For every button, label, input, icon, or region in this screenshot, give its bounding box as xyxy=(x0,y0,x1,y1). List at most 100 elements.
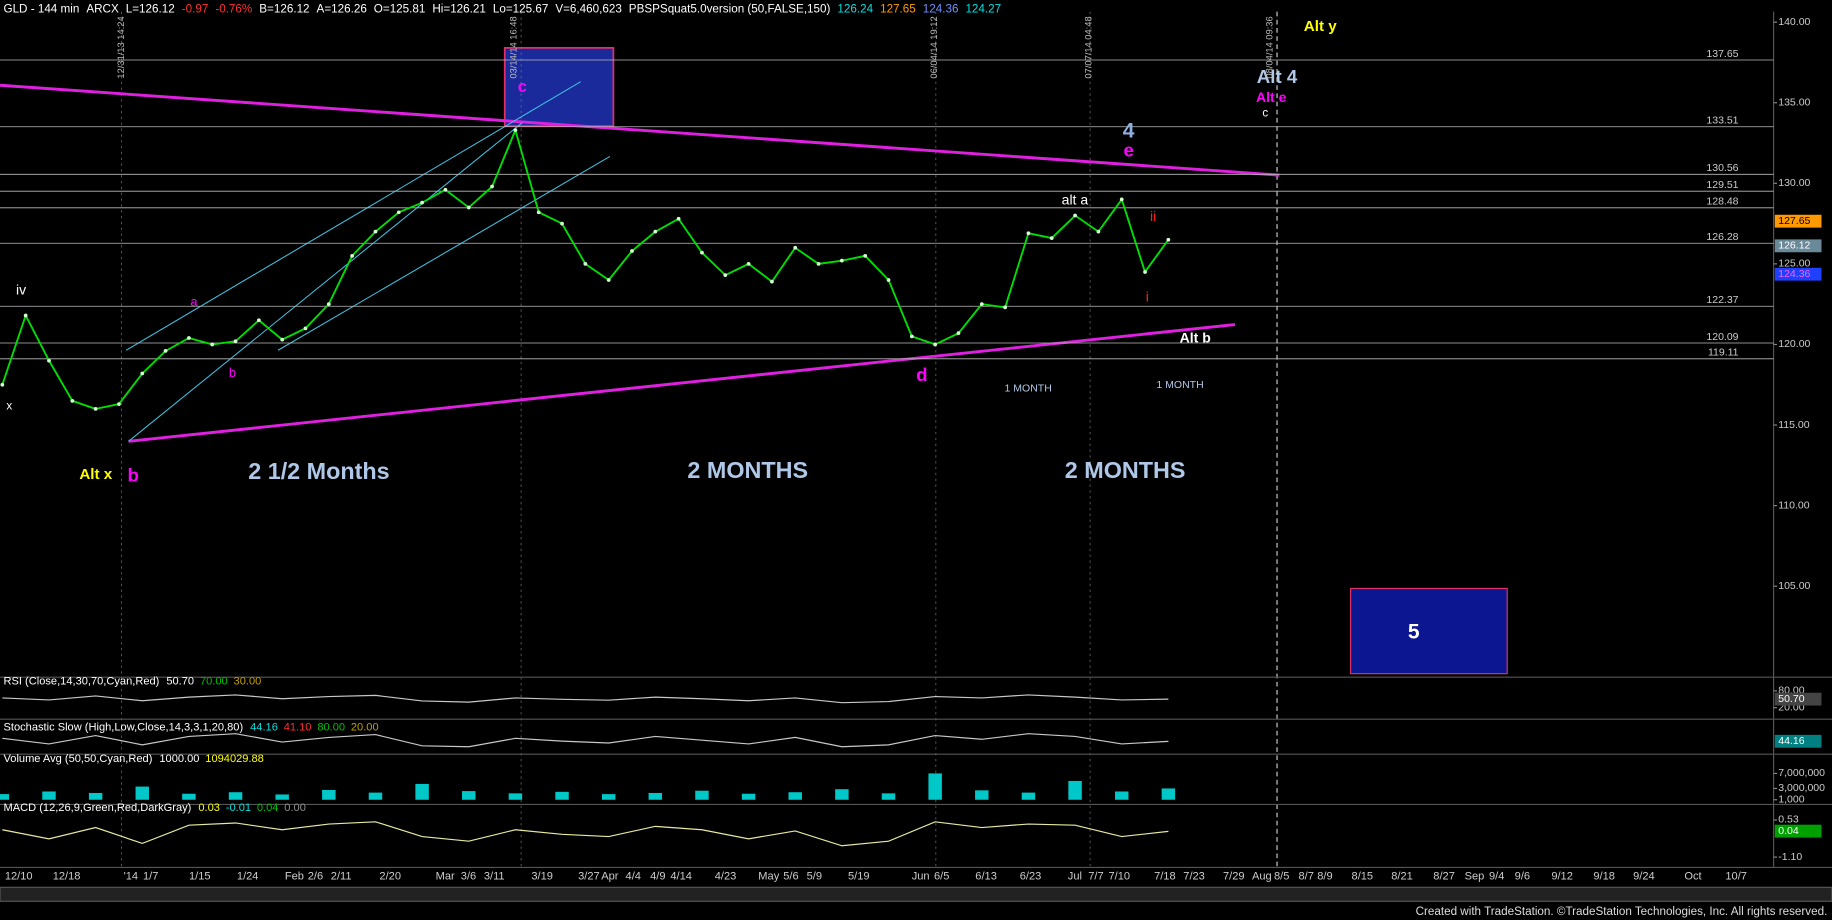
volume-bar xyxy=(648,792,663,800)
price-point xyxy=(47,358,51,363)
x-tick-label: Mar xyxy=(436,871,455,883)
x-tick-label: 6/5 xyxy=(934,871,949,883)
volume-bar xyxy=(835,789,849,800)
price-point xyxy=(863,253,868,258)
wave-label: iv xyxy=(16,281,26,297)
trendline xyxy=(128,323,1236,443)
x-tick-label: 8/15 xyxy=(1352,871,1374,883)
volume-bar xyxy=(1021,792,1036,800)
last-value-label: 44.16 xyxy=(1778,735,1804,747)
target-box xyxy=(503,46,615,127)
header-field: 124.27 xyxy=(965,2,1001,15)
level-label: 119.11 xyxy=(1708,347,1739,359)
x-tick-label: 9/24 xyxy=(1633,871,1655,883)
level-label: 129.51 xyxy=(1706,179,1738,191)
y-tick-label: 115.00 xyxy=(1778,419,1810,431)
price-point xyxy=(210,342,215,347)
price-point xyxy=(187,336,191,340)
x-tick-label: 5/19 xyxy=(848,871,870,883)
price-point xyxy=(979,302,984,307)
volume-bar xyxy=(415,783,429,800)
price-point xyxy=(0,382,5,387)
price-point xyxy=(233,339,238,344)
x-tick-label: 5/9 xyxy=(807,871,822,883)
x-tick-label: 9/4 xyxy=(1489,871,1504,883)
wave-label: Alt e xyxy=(1256,89,1287,105)
x-tick-label: Feb xyxy=(285,871,304,883)
x-tick-label: 12/10 xyxy=(5,871,33,883)
wave-label: 2 MONTHS xyxy=(1065,457,1186,483)
x-tick-label: 2/20 xyxy=(379,871,401,883)
panel-value: 0.00 xyxy=(284,802,306,814)
y-tick-label: 0.53 xyxy=(1778,814,1799,826)
volume-bar xyxy=(695,790,709,800)
wave-label: a xyxy=(190,294,198,309)
price-point xyxy=(1096,229,1101,234)
price-point xyxy=(23,313,28,318)
x-tick-label: 1/7 xyxy=(143,871,158,883)
timestamp: 08/04/14 09:36 xyxy=(1264,16,1274,78)
x-tick-label: 8/5 xyxy=(1274,871,1289,883)
x-tick-label: 6/13 xyxy=(975,871,997,883)
x-tick-label: 9/6 xyxy=(1515,871,1530,883)
price-point xyxy=(163,349,168,353)
scrollbar[interactable] xyxy=(0,886,1832,902)
volume-bar xyxy=(601,794,616,800)
volume-bar xyxy=(275,794,289,800)
header-field: L=126.12 xyxy=(126,2,175,15)
y-tick-label: 1,000 xyxy=(1778,794,1804,806)
volume-bar xyxy=(1114,791,1129,800)
wave-label: 1 MONTH xyxy=(1156,379,1203,391)
panel-value: 1000.00 xyxy=(159,753,199,765)
x-tick-label: 7/29 xyxy=(1223,871,1245,883)
volume-bar xyxy=(788,792,802,800)
y-tick-label: 140.00 xyxy=(1778,16,1810,28)
x-tick-label: Apr xyxy=(601,871,619,883)
price-point xyxy=(1073,213,1077,218)
price-point xyxy=(466,205,471,210)
y-tick-label: 80.00 xyxy=(1778,685,1804,697)
wave-label: c xyxy=(1262,106,1268,119)
header-field: Lo=125.67 xyxy=(493,2,548,15)
level-label: 122.37 xyxy=(1706,294,1738,306)
footer: Created with TradeStation. ©TradeStation… xyxy=(1416,905,1828,918)
x-tick-label: 7/10 xyxy=(1109,871,1131,883)
volume-bar xyxy=(555,791,569,800)
price-point xyxy=(746,262,751,266)
price-point xyxy=(280,337,285,342)
price-point xyxy=(303,326,308,331)
header-field: Hi=126.21 xyxy=(432,2,485,15)
last-value-box xyxy=(1774,824,1822,838)
x-tick-label: Jul xyxy=(1068,871,1082,883)
price-point xyxy=(1143,270,1147,274)
level-label: 120.09 xyxy=(1706,331,1738,343)
timestamp: 07/07/14 04:48 xyxy=(1083,16,1093,78)
header-field: B=126.12 xyxy=(259,2,309,15)
time-lines xyxy=(121,11,1091,868)
wave-label: Alt 4 xyxy=(1257,66,1298,87)
volume-bar xyxy=(975,790,989,800)
panel-value: -0.01 xyxy=(226,802,251,814)
x-tick-label: 7/23 xyxy=(1183,871,1205,883)
x-tick-label: 3/27 xyxy=(578,871,600,883)
price-point xyxy=(93,407,98,411)
x-tick-label: Jun xyxy=(912,871,930,883)
x-tick-label: 1/15 xyxy=(189,871,211,883)
price-point xyxy=(770,279,774,284)
price-point xyxy=(886,278,891,282)
price-point xyxy=(70,398,75,403)
frame xyxy=(0,11,1832,869)
panel-title: Volume Avg (50,50,Cyan,Red) xyxy=(4,753,153,765)
volume-bar xyxy=(881,793,896,800)
wave-label: 2 MONTHS xyxy=(687,457,808,483)
price-point xyxy=(256,318,261,323)
price-marker xyxy=(1774,267,1822,281)
price-point xyxy=(583,262,588,266)
header-field: 127.65 xyxy=(880,2,916,15)
wave-label: b xyxy=(229,365,236,380)
x-tick-label: 12/18 xyxy=(53,871,81,883)
header-field: V=6,460,623 xyxy=(555,2,621,15)
x-tick-label: Sep xyxy=(1465,871,1485,883)
header-field: O=125.81 xyxy=(374,2,426,15)
